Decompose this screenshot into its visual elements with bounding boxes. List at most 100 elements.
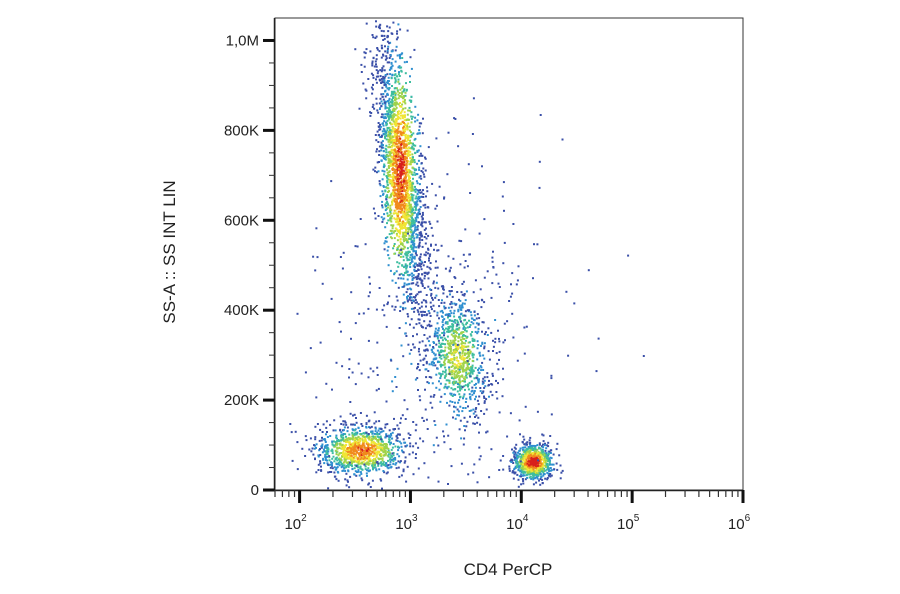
data-point (401, 97, 404, 100)
data-point (407, 136, 410, 139)
data-point (398, 191, 401, 194)
data-point (389, 137, 392, 140)
data-point (468, 374, 471, 377)
data-point (559, 464, 562, 467)
data-point (487, 327, 490, 330)
data-point (436, 266, 439, 269)
data-point (418, 125, 421, 128)
data-point (389, 175, 392, 178)
data-point (402, 131, 405, 134)
data-point (386, 92, 389, 95)
data-point (408, 106, 411, 109)
data-point (453, 376, 456, 379)
data-point (479, 365, 482, 368)
data-point (369, 458, 372, 461)
data-point (406, 300, 409, 303)
data-point (407, 220, 410, 223)
data-point (403, 212, 406, 215)
data-point (446, 355, 449, 358)
data-point (387, 459, 389, 462)
data-point (399, 227, 402, 230)
data-point (396, 146, 399, 149)
data-point (403, 198, 406, 201)
data-point (462, 337, 465, 340)
data-point (482, 390, 485, 393)
data-point (445, 423, 448, 426)
data-point (383, 463, 385, 466)
data-point (397, 155, 400, 158)
data-point (440, 395, 443, 398)
data-point (394, 104, 397, 107)
data-point (404, 231, 406, 234)
data-point (481, 342, 484, 345)
data-point (462, 348, 465, 351)
data-point (476, 313, 479, 316)
data-point (457, 328, 460, 331)
data-point (464, 384, 467, 387)
data-point (393, 185, 396, 188)
data-point (442, 292, 445, 295)
data-point (397, 152, 400, 155)
data-point (403, 240, 406, 243)
data-point (547, 441, 550, 444)
data-point (496, 362, 499, 365)
data-point (546, 457, 548, 460)
data-point (392, 186, 395, 188)
data-point (383, 242, 386, 245)
data-point (475, 376, 478, 379)
data-point (430, 376, 433, 379)
data-point (549, 475, 552, 478)
data-point (510, 461, 513, 463)
data-point (400, 442, 403, 445)
data-point (378, 150, 381, 153)
data-point (415, 220, 418, 223)
data-point (405, 119, 408, 122)
data-point (364, 453, 367, 456)
data-point (382, 218, 385, 221)
data-point (399, 189, 402, 192)
data-point (466, 373, 469, 376)
data-point (532, 478, 535, 481)
data-point (378, 427, 381, 430)
data-point (420, 191, 423, 194)
data-point (324, 441, 327, 443)
data-point (346, 461, 349, 464)
data-point (458, 335, 460, 338)
data-point (404, 124, 407, 126)
data-point (380, 44, 383, 47)
data-point (317, 454, 320, 457)
data-point (451, 328, 454, 331)
data-point (378, 287, 381, 289)
data-point (379, 123, 381, 126)
data-point (498, 286, 501, 288)
data-point (454, 417, 457, 420)
data-point (479, 455, 482, 458)
data-point (468, 358, 471, 360)
data-point (551, 463, 554, 466)
data-point (391, 390, 394, 393)
data-point (344, 466, 347, 469)
data-point (335, 434, 338, 437)
data-point (404, 145, 407, 148)
data-point (405, 251, 408, 254)
data-point (377, 125, 380, 128)
data-point (454, 401, 456, 404)
data-point (392, 443, 395, 445)
data-point (414, 226, 417, 229)
data-point (450, 392, 453, 395)
data-point (421, 217, 424, 220)
data-point (442, 342, 445, 345)
data-point (399, 195, 402, 198)
data-point (396, 156, 399, 159)
data-point (370, 86, 373, 89)
data-point (471, 331, 474, 333)
data-point (406, 444, 409, 447)
data-point (443, 435, 445, 438)
data-point (458, 304, 461, 307)
data-point (330, 297, 333, 300)
data-point (397, 175, 400, 178)
data-point (386, 135, 389, 138)
data-point (380, 56, 383, 59)
data-point (465, 290, 468, 293)
data-point (435, 436, 438, 439)
